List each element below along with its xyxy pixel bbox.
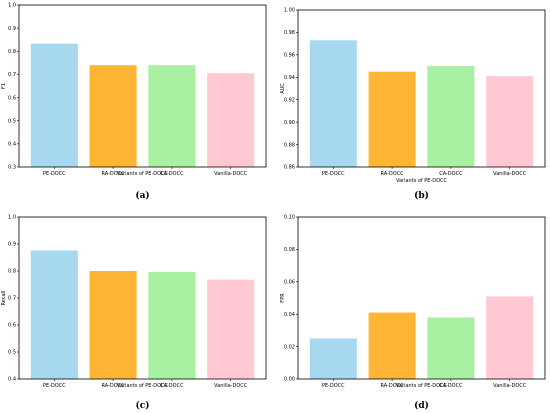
x-tick-label: RA-DOCC [102,383,126,389]
y-tick-label: 0.10 [284,215,295,221]
y-tick-label: 0.4 [8,142,16,148]
x-axis-label: Variants of PE-DOCC [117,171,169,177]
bar-ca-docc [148,271,196,379]
x-axis-label: Variants of PE-DOCC [396,178,448,184]
x-axis-label: Variants of PE-DOCC [117,383,169,389]
x-tick-label: RA-DOCC [102,171,126,177]
bar-vanilla-docc [207,279,255,379]
bar-pe-docc [309,40,357,167]
bar-ra-docc [368,71,416,167]
y-tick-label: 0.6 [8,95,16,101]
x-tick-label: PE-DOCC [322,383,345,389]
chart-panel-1: PE-DOCC RA-DOCC CA-DOCC Vanilla-DOCC 0.3 0.4 0… [1,3,267,201]
bar-vanilla-docc [207,73,255,167]
y-tick-label: 0.4 [8,377,16,383]
x-tick-label: Vanilla-DOCC [214,171,248,177]
bar-ra-docc [368,312,416,379]
y-tick-label: 0.5 [8,350,16,356]
x-tick-label: CA-DOCC [439,171,463,177]
x-tick-label: RA-DOCC [381,171,405,177]
y-tick-label: 0.7 [8,72,16,78]
bar-vanilla-docc [486,76,534,167]
x-tick-label: CA-DOCC [439,383,463,389]
panel-caption: (c) [136,400,150,411]
y-tick-label: 0.04 [284,312,295,318]
bar-ra-docc [89,271,137,379]
plot-frame [18,4,267,168]
x-axis-label: Variants of PE-DOCC [396,383,448,389]
chart-panel-3: PE-DOCC RA-DOCC CA-DOCC Vanilla-DOCC 0.4 0.5 0… [1,215,267,411]
x-tick-label: Vanilla-DOCC [493,171,527,177]
y-tick-label: 0.98 [284,30,295,36]
panel-caption: (b) [414,190,429,201]
y-tick-label: 0.02 [284,344,295,350]
y-tick-label: 0.8 [8,269,16,275]
y-tick-label: 0.86 [284,165,295,171]
y-tick-label: 0.9 [8,26,16,32]
x-tick-label: RA-DOCC [381,383,405,389]
y-axis-label: FPR [280,293,286,303]
x-tick-label: PE-DOCC [322,171,345,177]
y-tick-label: 0.06 [284,280,295,286]
y-axis-label: AUC [280,83,286,94]
x-tick-label: PE-DOCC [43,171,66,177]
y-tick-label: 0.5 [8,118,16,124]
y-tick-label: 1.0 [8,215,16,221]
x-tick-label: CA-DOCC [160,383,184,389]
y-axis-label: F1 [1,83,7,89]
y-tick-label: 0.90 [284,120,295,126]
plot-frame [297,9,546,168]
bar-pe-docc [30,43,78,167]
plot-frame [297,216,546,380]
y-tick-label: 1.0 [8,3,16,9]
y-tick-label: 0.8 [8,49,16,55]
bar-ca-docc [427,66,475,167]
x-tick-label: PE-DOCC [43,383,66,389]
y-tick-label: 0.6 [8,323,16,329]
chart-panel-2: PE-DOCC RA-DOCC CA-DOCC Vanilla-DOCC 0.86 0.8… [280,8,546,201]
y-tick-label: 0.88 [284,142,295,148]
y-tick-label: 1.00 [284,8,295,14]
panel-caption: (d) [414,400,429,411]
x-tick-label: CA-DOCC [160,171,184,177]
y-tick-label: 0.7 [8,296,16,302]
y-tick-label: 0.00 [284,377,295,383]
chart-panel-4: PE-DOCC RA-DOCC CA-DOCC Vanilla-DOCC 0.00 0.0… [280,215,546,411]
panel-caption: (a) [135,190,149,201]
bar-pe-docc [30,250,78,379]
x-tick-label: Vanilla-DOCC [214,383,248,389]
bar-ca-docc [427,317,475,379]
bar-ra-docc [89,65,137,167]
y-axis-label: Recall [1,291,7,306]
y-tick-label: 0.92 [284,97,295,103]
y-tick-label: 0.9 [8,242,16,248]
y-tick-label: 0.96 [284,53,295,59]
bar-pe-docc [309,338,357,379]
bar-ca-docc [148,65,196,167]
bar-vanilla-docc [486,296,534,379]
x-tick-label: Vanilla-DOCC [493,383,527,389]
y-tick-label: 0.94 [284,75,295,81]
y-tick-label: 0.08 [284,247,295,253]
y-tick-label: 0.3 [8,165,16,171]
